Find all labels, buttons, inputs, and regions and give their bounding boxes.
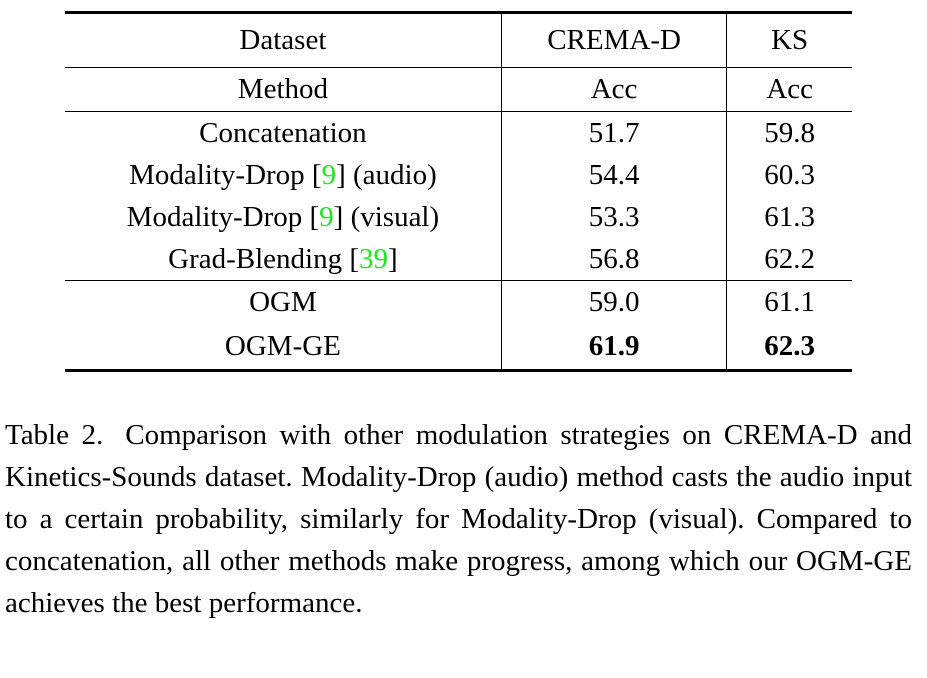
value-cell: 59.0	[500, 280, 727, 323]
caption-text: Comparison with other modulation strateg…	[5, 419, 912, 619]
header-cell: Method	[65, 67, 502, 112]
method-name: Modality-Drop [	[129, 158, 322, 191]
value-cell: 62.3	[726, 323, 852, 372]
method-cell: Concatenation	[65, 111, 502, 154]
header-row: Method Acc Acc	[65, 67, 852, 112]
value-cell: 56.8	[500, 238, 727, 281]
value-cell: 62.2	[726, 238, 852, 281]
value-cell: 61.1	[726, 280, 852, 323]
citation: 9	[319, 200, 334, 233]
header-cell: KS	[726, 11, 852, 68]
method-suffix: ] (audio)	[336, 158, 437, 191]
data-row: Concatenation 51.7 59.8	[65, 111, 852, 154]
citation: 9	[321, 158, 337, 191]
header-cell: CREMA-D	[500, 11, 727, 68]
method-cell: Grad-Blending [39]	[65, 238, 501, 281]
value-cell: 61.9	[500, 323, 727, 372]
citation: 39	[359, 242, 388, 275]
method-cell: Modality-Drop [9] (audio)	[65, 154, 501, 196]
method-cell: OGM	[65, 280, 502, 323]
method-name: Modality-Drop [	[126, 200, 320, 233]
data-row: OGM 59.0 61.1	[65, 280, 852, 323]
header-row: Dataset CREMA-D KS	[65, 11, 852, 68]
data-row: Modality-Drop [9] (audio) 54.4 60.3	[65, 154, 852, 196]
method-cell: OGM-GE	[65, 323, 502, 372]
value-cell: 54.4	[500, 154, 727, 196]
header-cell: Acc	[500, 67, 727, 112]
data-row: Modality-Drop [9] (visual) 53.3 61.3	[65, 196, 852, 238]
header-cell: Acc	[726, 67, 852, 112]
method-suffix: ]	[388, 242, 398, 275]
value-cell: 60.3	[726, 154, 852, 196]
data-row: OGM-GE 61.9 62.3	[65, 323, 852, 372]
method-suffix: ] (visual)	[333, 200, 440, 233]
value-cell: 61.3	[726, 196, 852, 238]
results-table: Dataset CREMA-D KS Method Acc Acc Concatenatio…	[65, 11, 852, 372]
table-caption: Table 2. Comparison with other modulation…	[5, 414, 912, 624]
method-cell: Modality-Drop [9] (visual)	[65, 196, 501, 238]
header-cell: Dataset	[65, 11, 502, 68]
method-name: Grad-Blending [	[168, 242, 359, 275]
caption-label: Table 2.	[5, 419, 104, 451]
value-cell: 59.8	[726, 111, 852, 154]
value-cell: 53.3	[500, 196, 727, 238]
data-row: Grad-Blending [39] 56.8 62.2	[65, 238, 852, 281]
value-cell: 51.7	[500, 111, 727, 154]
